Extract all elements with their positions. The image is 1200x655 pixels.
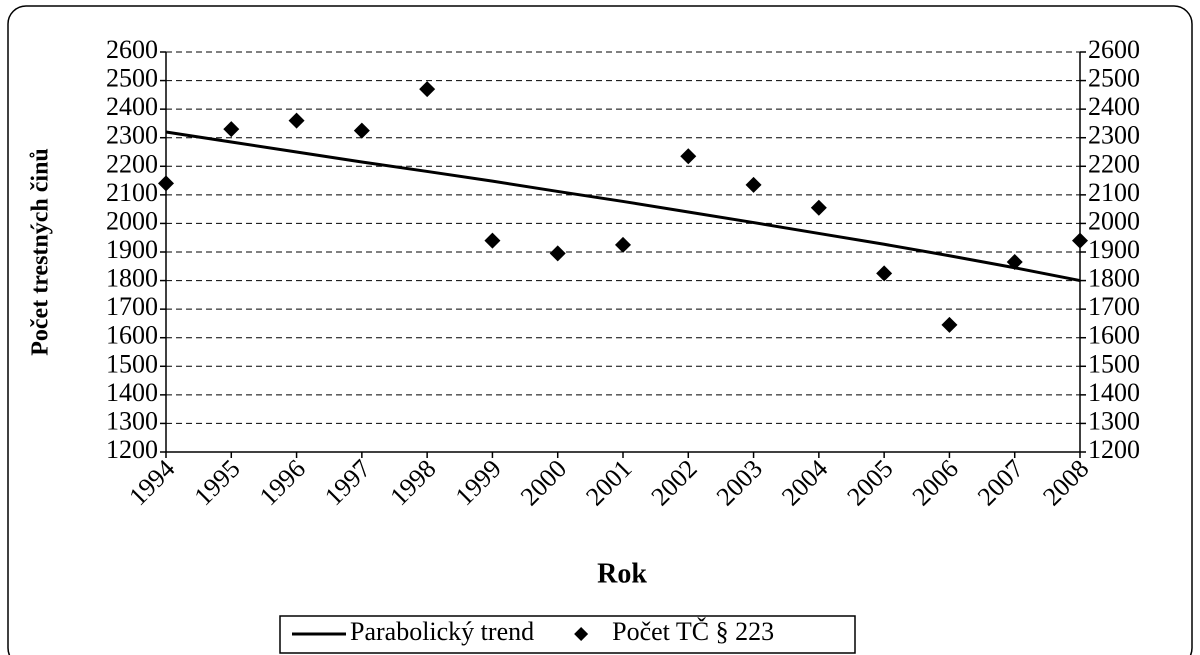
data-point (1006, 254, 1023, 270)
data-point (549, 245, 566, 262)
legend-box (279, 615, 856, 654)
x-tick-label: 1998 (384, 454, 441, 511)
x-tick-label: 2001 (580, 454, 637, 511)
y2-tick-label: 1500 (1088, 349, 1140, 378)
y2-tick-label: 2000 (1088, 206, 1140, 235)
y-tick-label: 1800 (106, 264, 158, 293)
y2-tick-label: 1200 (1088, 435, 1140, 464)
data-point (615, 236, 631, 253)
y-tick-label: 1500 (106, 349, 158, 378)
y2-tick-label: 2600 (1088, 35, 1140, 64)
data-point (1072, 232, 1088, 249)
y2-tick-label: 1900 (1088, 235, 1140, 264)
x-tick-label: 2006 (907, 454, 964, 511)
data-point (810, 199, 827, 216)
legend-marker (574, 627, 589, 641)
data-point (158, 175, 174, 192)
data-point (876, 265, 893, 282)
x-tick-label: 1996 (254, 454, 311, 511)
y2-tick-label: 1300 (1088, 406, 1140, 435)
trend-line (165, 130, 1081, 283)
legend: Parabolický trend Počet TČ § 223 (279, 615, 856, 654)
y-tick-label: 2300 (106, 121, 158, 150)
y2-tick-label: 1400 (1088, 378, 1140, 407)
y-tick-label: 1200 (106, 435, 158, 464)
data-point (353, 122, 370, 139)
x-tick-label: 1997 (319, 454, 376, 511)
x-tick-label: 1999 (450, 454, 507, 511)
y2-tick-label: 2300 (1088, 121, 1140, 150)
y-tick-label: 1700 (106, 292, 158, 321)
data-point (223, 121, 240, 138)
y2-tick-label: 2500 (1088, 64, 1140, 93)
y2-tick-label: 2100 (1088, 178, 1140, 207)
y-tick-label: 2500 (106, 64, 158, 93)
y-tick-label: 2200 (106, 149, 158, 178)
data-point (484, 232, 501, 249)
legend-label: Parabolický trend (350, 617, 534, 646)
data-point (745, 176, 762, 193)
y2-tick-label: 2400 (1088, 92, 1140, 121)
data-point (288, 112, 305, 129)
data-point (419, 81, 436, 98)
x-tick-label: 2005 (841, 454, 898, 511)
x-tick-label: 2000 (515, 454, 572, 511)
y-tick-label: 2100 (106, 178, 158, 207)
data-point (680, 148, 697, 165)
y-tick-label: 2000 (106, 206, 158, 235)
y2-tick-label: 1600 (1088, 321, 1140, 350)
y-axis-label: Počet trestných činů (28, 148, 54, 356)
y-tick-label: 2600 (106, 35, 158, 64)
x-tick-label: 2007 (972, 454, 1029, 511)
legend-label: Počet TČ § 223 (612, 617, 774, 646)
y-tick-label: 1900 (106, 235, 158, 264)
x-tick-label: 2008 (1037, 454, 1094, 511)
x-tick-label: 1995 (188, 454, 245, 511)
x-tick-label: 2004 (776, 454, 833, 511)
y-tick-label: 2400 (106, 92, 158, 121)
chart-frame (7, 5, 1193, 655)
y-tick-label: 1600 (106, 321, 158, 350)
x-tick-label: 2003 (711, 454, 768, 511)
x-tick-label: 2002 (645, 454, 702, 511)
data-point (941, 316, 958, 333)
y2-tick-label: 2200 (1088, 149, 1140, 178)
y2-tick-label: 1700 (1088, 292, 1140, 321)
y-tick-label: 1300 (106, 406, 158, 435)
y-tick-label: 1400 (106, 378, 158, 407)
y2-tick-label: 1800 (1088, 264, 1140, 293)
x-axis-label: Rok (597, 558, 647, 589)
